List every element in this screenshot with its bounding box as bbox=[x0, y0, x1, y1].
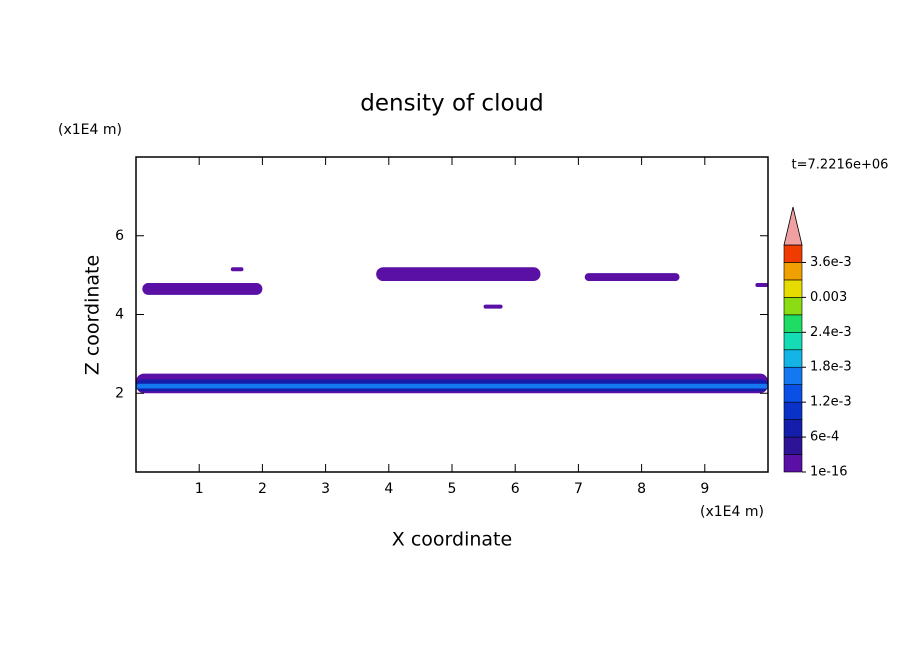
y-axis-title: Z coordinate bbox=[82, 255, 104, 375]
contour-region bbox=[584, 273, 680, 282]
plot-frame bbox=[135, 156, 769, 473]
y-tick-label: 6 bbox=[115, 228, 124, 244]
colorbar-band bbox=[783, 349, 803, 368]
contour-region bbox=[483, 304, 503, 309]
colorbar-band bbox=[783, 419, 803, 438]
y-tick-label: 2 bbox=[115, 385, 124, 401]
colorbar-band bbox=[783, 279, 803, 298]
colorbar-band bbox=[783, 401, 803, 420]
y-unit: (x1E4 m) bbox=[58, 122, 122, 138]
colorbar-band bbox=[783, 332, 803, 351]
colorbar-tick-label: 6e-4 bbox=[810, 430, 839, 445]
contour-region bbox=[755, 283, 768, 287]
x-tick-label: 8 bbox=[637, 481, 646, 497]
chart-title: density of cloud bbox=[360, 91, 543, 117]
x-tick-label: 2 bbox=[258, 481, 267, 497]
contour-region bbox=[142, 283, 263, 295]
x-unit: (x1E4 m) bbox=[700, 504, 764, 520]
x-tick-label: 6 bbox=[511, 481, 520, 497]
colorbar-band bbox=[783, 297, 803, 316]
contour-region bbox=[376, 267, 541, 282]
x-axis-title: X coordinate bbox=[392, 529, 512, 551]
time-label: t=7.2216e+06 bbox=[792, 158, 889, 173]
x-tick-label: 1 bbox=[195, 481, 204, 497]
colorbar-band bbox=[783, 314, 803, 333]
x-tick-label: 5 bbox=[448, 481, 457, 497]
colorbar-tick-label: 1.8e-3 bbox=[810, 360, 852, 375]
x-tick-label: 9 bbox=[700, 481, 709, 497]
colorbar-tick-label: 0.003 bbox=[810, 290, 847, 305]
y-tick-label: 4 bbox=[115, 307, 124, 323]
colorbar-band bbox=[783, 244, 803, 263]
x-tick-label: 3 bbox=[321, 481, 330, 497]
x-tick-label: 7 bbox=[574, 481, 583, 497]
colorbar-band bbox=[783, 384, 803, 403]
colorbar-band bbox=[783, 366, 803, 385]
colorbar-band bbox=[783, 436, 803, 455]
colorbar-tick-label: 1.2e-3 bbox=[810, 395, 852, 410]
colorbar-extend bbox=[783, 206, 803, 246]
x-tick-label: 4 bbox=[384, 481, 393, 497]
colorbar-tick-label: 1e-16 bbox=[810, 465, 848, 480]
colorbar-tick-label: 2.4e-3 bbox=[810, 325, 852, 340]
colorbar-band bbox=[783, 262, 803, 281]
colorbar-tick-label: 3.6e-3 bbox=[810, 255, 852, 270]
contour-region bbox=[230, 267, 244, 272]
colorbar-band bbox=[783, 454, 803, 473]
contour-region bbox=[136, 383, 768, 389]
